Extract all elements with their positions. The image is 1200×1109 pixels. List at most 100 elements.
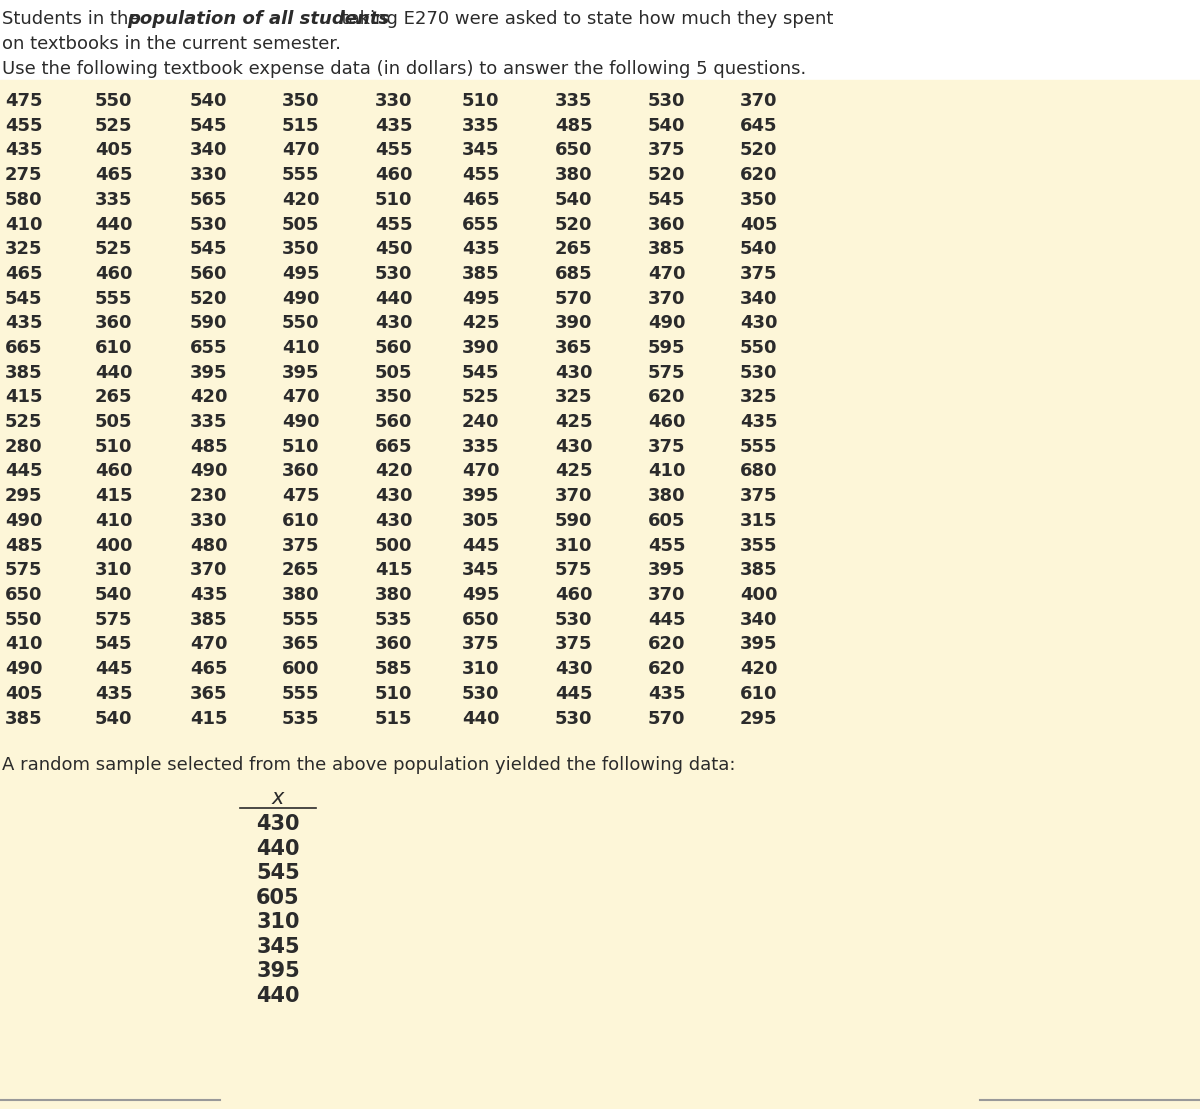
- Text: 455: 455: [648, 537, 685, 554]
- Text: 535: 535: [374, 611, 413, 629]
- Text: 505: 505: [282, 215, 319, 234]
- Text: 395: 395: [256, 962, 300, 981]
- Text: 360: 360: [282, 462, 319, 480]
- Text: 435: 435: [190, 586, 228, 604]
- Text: 460: 460: [95, 462, 132, 480]
- Text: 455: 455: [374, 215, 413, 234]
- Text: 650: 650: [462, 611, 499, 629]
- Text: 365: 365: [190, 684, 228, 703]
- Text: 370: 370: [648, 586, 685, 604]
- Text: 395: 395: [190, 364, 228, 381]
- Text: 510: 510: [95, 438, 132, 456]
- Text: 520: 520: [648, 166, 685, 184]
- Text: 410: 410: [648, 462, 685, 480]
- Text: population of all students: population of all students: [127, 10, 389, 28]
- Text: 405: 405: [740, 215, 778, 234]
- Text: 350: 350: [374, 388, 413, 406]
- Text: 395: 395: [462, 487, 499, 506]
- Text: 440: 440: [462, 710, 499, 728]
- Text: 470: 470: [190, 635, 228, 653]
- Text: 375: 375: [554, 635, 593, 653]
- Text: 440: 440: [374, 289, 413, 307]
- Text: 345: 345: [462, 142, 499, 160]
- Text: 400: 400: [95, 537, 132, 554]
- Text: 485: 485: [5, 537, 43, 554]
- Text: 330: 330: [374, 92, 413, 110]
- Text: 540: 540: [95, 710, 132, 728]
- Text: 420: 420: [740, 660, 778, 678]
- Text: 310: 310: [554, 537, 593, 554]
- Text: 295: 295: [5, 487, 42, 506]
- Text: 530: 530: [740, 364, 778, 381]
- Text: 540: 540: [190, 92, 228, 110]
- Text: 500: 500: [374, 537, 413, 554]
- Text: 380: 380: [648, 487, 685, 506]
- Text: 470: 470: [648, 265, 685, 283]
- Text: 575: 575: [95, 611, 132, 629]
- Text: 305: 305: [462, 512, 499, 530]
- Text: 555: 555: [282, 611, 319, 629]
- Text: 600: 600: [282, 660, 319, 678]
- Text: 560: 560: [374, 339, 413, 357]
- Text: 535: 535: [282, 710, 319, 728]
- Text: 525: 525: [95, 116, 132, 134]
- Text: 530: 530: [190, 215, 228, 234]
- Text: 525: 525: [5, 413, 42, 431]
- Text: 480: 480: [190, 537, 228, 554]
- Text: 590: 590: [190, 314, 228, 333]
- Text: 310: 310: [95, 561, 132, 579]
- Text: 310: 310: [462, 660, 499, 678]
- Text: 390: 390: [554, 314, 593, 333]
- Text: 340: 340: [190, 142, 228, 160]
- Text: 360: 360: [648, 215, 685, 234]
- Text: 365: 365: [282, 635, 319, 653]
- Text: 490: 490: [282, 289, 319, 307]
- Text: 545: 545: [648, 191, 685, 208]
- Text: 360: 360: [95, 314, 132, 333]
- Text: 430: 430: [257, 814, 300, 834]
- Text: 435: 435: [5, 142, 42, 160]
- Text: 460: 460: [374, 166, 413, 184]
- Text: 570: 570: [648, 710, 685, 728]
- Text: x: x: [272, 788, 284, 808]
- Text: 310: 310: [257, 913, 300, 933]
- Text: 580: 580: [5, 191, 43, 208]
- Text: 505: 505: [95, 413, 132, 431]
- Text: 575: 575: [648, 364, 685, 381]
- Text: 550: 550: [282, 314, 319, 333]
- Text: 465: 465: [462, 191, 499, 208]
- Text: 385: 385: [5, 364, 43, 381]
- Text: 590: 590: [554, 512, 593, 530]
- Text: 465: 465: [95, 166, 132, 184]
- Text: 405: 405: [5, 684, 42, 703]
- Text: 575: 575: [554, 561, 593, 579]
- Text: 385: 385: [190, 611, 228, 629]
- Text: 555: 555: [282, 684, 319, 703]
- Text: 485: 485: [554, 116, 593, 134]
- Text: 330: 330: [190, 166, 228, 184]
- Text: 650: 650: [554, 142, 593, 160]
- Text: 515: 515: [282, 116, 319, 134]
- Text: 495: 495: [282, 265, 319, 283]
- Text: 430: 430: [740, 314, 778, 333]
- Text: 560: 560: [190, 265, 228, 283]
- Text: 530: 530: [648, 92, 685, 110]
- Text: 335: 335: [462, 438, 499, 456]
- Text: 415: 415: [190, 710, 228, 728]
- Text: 395: 395: [648, 561, 685, 579]
- Text: 325: 325: [740, 388, 778, 406]
- Text: 470: 470: [462, 462, 499, 480]
- Text: 445: 445: [462, 537, 499, 554]
- Text: 520: 520: [190, 289, 228, 307]
- Text: 490: 490: [648, 314, 685, 333]
- Text: 385: 385: [648, 241, 685, 258]
- Text: 665: 665: [374, 438, 413, 456]
- Text: 385: 385: [462, 265, 499, 283]
- Text: 530: 530: [462, 684, 499, 703]
- Text: 515: 515: [374, 710, 413, 728]
- Text: 265: 265: [282, 561, 319, 579]
- Text: 425: 425: [554, 413, 593, 431]
- Text: 430: 430: [554, 438, 593, 456]
- Text: 395: 395: [740, 635, 778, 653]
- Text: 440: 440: [257, 838, 300, 858]
